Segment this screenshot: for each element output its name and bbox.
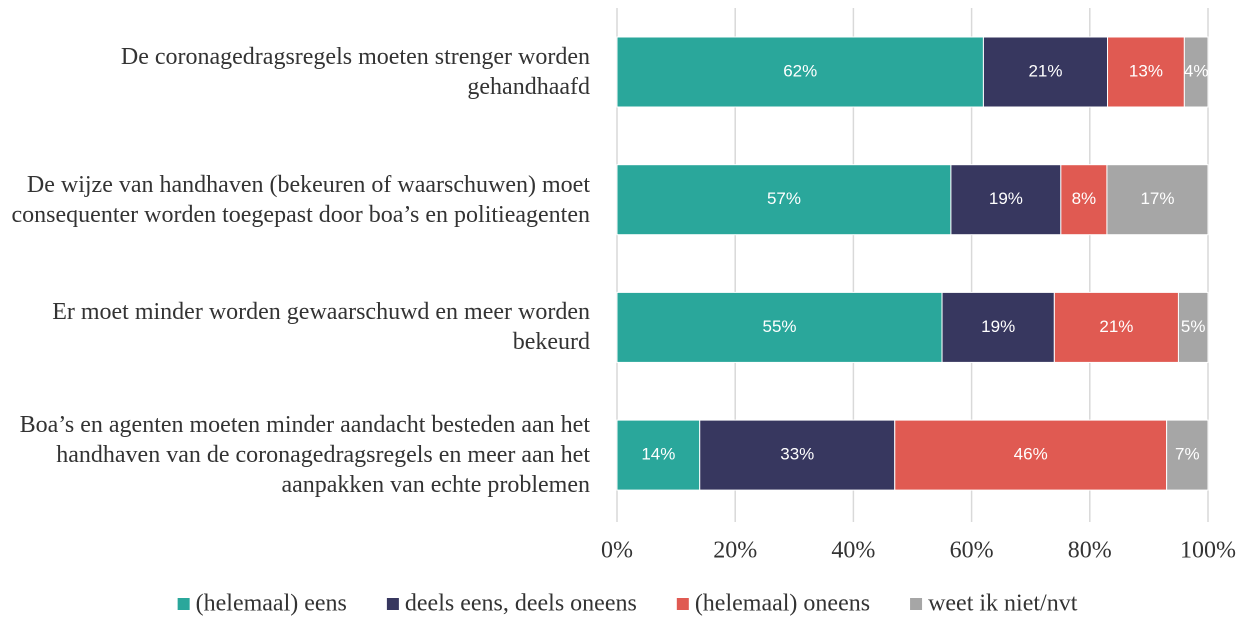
data-label: 13%: [1129, 61, 1163, 80]
x-tick-label: 0%: [601, 538, 633, 564]
x-tick-label: 80%: [1068, 538, 1112, 564]
category-label: Er moet minder worden gewaarschuwd en me…: [52, 299, 590, 356]
data-label: 14%: [641, 445, 675, 464]
bar-segment: [616, 291, 943, 363]
bar-segment: [616, 36, 984, 108]
data-label: 8%: [1072, 189, 1097, 208]
legend-swatch: [676, 598, 689, 610]
legend-label: deels eens, deels oneens: [405, 591, 637, 617]
bar-segment: [1177, 291, 1209, 363]
x-tick-label: 40%: [831, 538, 875, 564]
bar-segment: [1060, 164, 1108, 236]
legend-label: (helemaal) eens: [196, 591, 347, 617]
bar-segment: [894, 419, 1168, 491]
data-label: 4%: [1184, 61, 1209, 80]
data-label: 33%: [780, 445, 814, 464]
x-tick-label: 60%: [950, 538, 994, 564]
legend-swatch: [386, 598, 399, 610]
data-label: 62%: [783, 61, 817, 80]
data-label: 7%: [1175, 445, 1200, 464]
data-label: 21%: [1028, 61, 1062, 80]
data-label: 21%: [1099, 317, 1133, 336]
bar-segment: [699, 419, 896, 491]
bar-segment: [1106, 164, 1209, 236]
bar-segment: [1166, 419, 1209, 491]
bar-segment: [616, 164, 952, 236]
data-label: 17%: [1140, 189, 1174, 208]
data-label: 57%: [767, 189, 801, 208]
data-label: 19%: [981, 317, 1015, 336]
category-label: De wijze van handhaven (bekeuren of waar…: [11, 171, 590, 228]
legend-swatch: [177, 598, 190, 610]
data-label: 19%: [989, 189, 1023, 208]
bar-segment: [1053, 291, 1179, 363]
bar-segment: [941, 291, 1055, 363]
legend-label: weet ik niet/nvt: [928, 591, 1078, 617]
bar-segment: [1183, 36, 1209, 108]
category-label: Boa’s en agenten moeten minder aandacht …: [19, 412, 590, 499]
x-tick-label: 100%: [1180, 538, 1236, 564]
bar-segment: [616, 419, 701, 491]
legend-label: (helemaal) oneens: [695, 591, 870, 617]
legend-swatch: [910, 598, 923, 610]
category-label: De coronagedragsregels moeten strenger w…: [120, 44, 590, 100]
bar-segment: [1107, 36, 1185, 108]
data-label: 46%: [1014, 445, 1048, 464]
x-tick-label: 20%: [713, 538, 757, 564]
data-label: 5%: [1181, 317, 1206, 336]
data-label: 55%: [763, 317, 797, 336]
